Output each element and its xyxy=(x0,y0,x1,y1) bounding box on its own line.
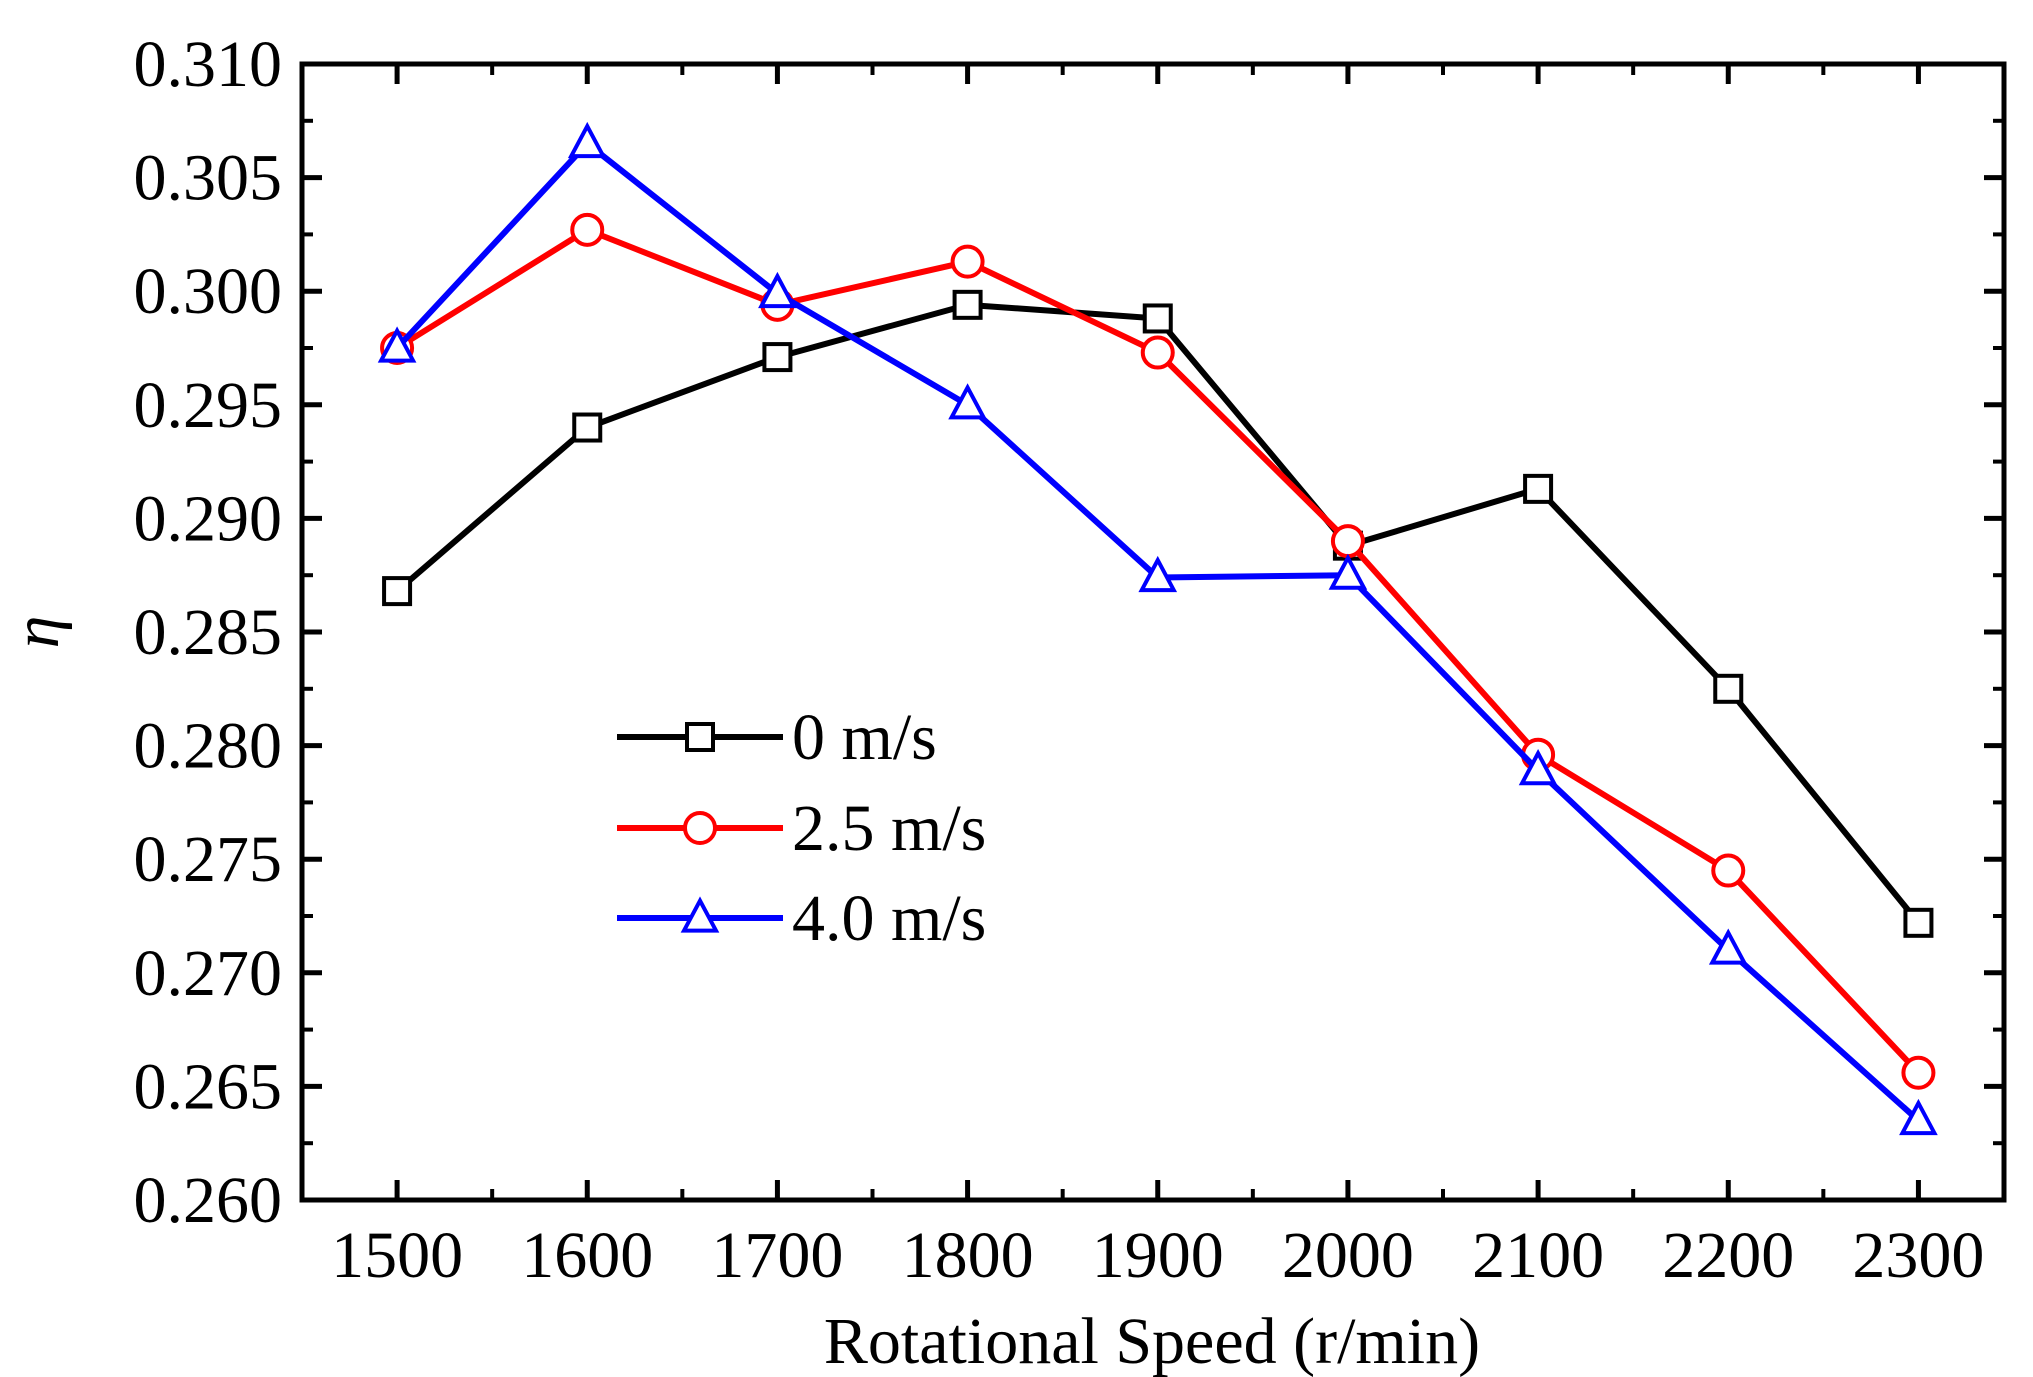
data-point-2-5-m-s xyxy=(1330,524,1365,559)
data-point-2-5-m-s xyxy=(1711,853,1746,888)
y-tick-label: 0.290 xyxy=(134,482,283,555)
series-line-4-0-m-s xyxy=(394,140,1921,1123)
data-point-0-m-s xyxy=(1523,473,1554,504)
data-point-4-0-m-s xyxy=(1899,1098,1938,1136)
y-tick-label: 0.280 xyxy=(134,710,283,783)
legend-item-2-5-m-s: 2.5 m/s xyxy=(617,792,986,865)
data-point-0-m-s xyxy=(382,576,413,607)
x-tick-label: 1500 xyxy=(331,1219,463,1292)
data-point-4-0-m-s xyxy=(377,326,417,363)
axis-ticks xyxy=(302,61,2004,1203)
x-tick-label: 1800 xyxy=(902,1219,1034,1292)
y-axis-title: η xyxy=(0,616,73,649)
axis-tick-labels: 1500 1600 1700 1800 1900 2000 2100 2200 2300 0.26… xyxy=(134,28,1985,1292)
y-tick-label: 0.310 xyxy=(134,28,283,101)
data-point-0-m-s xyxy=(952,289,983,320)
x-tick-label: 2100 xyxy=(1472,1219,1604,1292)
legend-item-4-0-m-s: 4.0 m/s xyxy=(617,882,986,955)
legend-label: 0 m/s xyxy=(792,701,937,774)
data-point-0-m-s xyxy=(1903,907,1934,938)
data-point-2-5-m-s xyxy=(570,212,605,247)
y-tick-label: 0.300 xyxy=(134,255,283,328)
data-point-0-m-s xyxy=(572,412,603,443)
legend-item-0-m-s: 0 m/s xyxy=(617,701,937,774)
x-tick-label: 1700 xyxy=(711,1219,843,1292)
x-tick-label: 1600 xyxy=(521,1219,653,1292)
x-tick-label: 2200 xyxy=(1662,1219,1794,1292)
data-point-2-5-m-s xyxy=(1140,335,1175,370)
legend-label: 4.0 m/s xyxy=(792,882,986,955)
x-tick-label: 1900 xyxy=(1092,1219,1224,1292)
x-tick-label: 2300 xyxy=(1852,1219,1984,1292)
legend-label: 2.5 m/s xyxy=(792,792,986,865)
legend: 0 m/s 2.5 m/s 4.0 m/s xyxy=(617,701,986,955)
y-tick-label: 0.260 xyxy=(134,1164,283,1237)
data-point-0-m-s xyxy=(1713,673,1744,704)
y-tick-label: 0.270 xyxy=(134,937,283,1010)
legend-marker xyxy=(683,811,717,845)
x-axis-title: Rotational Speed (r/min) xyxy=(824,1305,1480,1377)
y-tick-label: 0.275 xyxy=(134,823,283,896)
series-2-5-m-s xyxy=(380,212,1936,1090)
data-point-4-0-m-s xyxy=(567,121,607,159)
legend-marker xyxy=(680,896,720,933)
data-point-4-0-m-s xyxy=(1138,555,1178,593)
plot-frame xyxy=(299,61,2007,1203)
y-tick-label: 0.285 xyxy=(134,596,283,669)
y-tick-label: 0.265 xyxy=(134,1050,283,1123)
series-group xyxy=(377,121,1938,1136)
data-point-0-m-s xyxy=(762,342,793,373)
data-point-4-0-m-s xyxy=(1708,928,1748,965)
series-4-0-m-s xyxy=(377,121,1938,1136)
legend-marker xyxy=(685,722,715,752)
plot-area-border xyxy=(299,61,2007,1203)
data-point-2-5-m-s xyxy=(1901,1055,1936,1090)
x-tick-label: 2000 xyxy=(1282,1219,1414,1292)
data-point-4-0-m-s xyxy=(1328,553,1368,590)
data-point-4-0-m-s xyxy=(948,383,987,420)
data-point-4-0-m-s xyxy=(1518,748,1558,786)
y-tick-label: 0.295 xyxy=(134,369,283,442)
series-0-m-s xyxy=(382,289,1934,938)
data-point-0-m-s xyxy=(1142,303,1173,334)
y-tick-label: 0.305 xyxy=(134,142,283,215)
data-point-4-0-m-s xyxy=(758,271,797,309)
data-point-2-5-m-s xyxy=(950,244,985,279)
